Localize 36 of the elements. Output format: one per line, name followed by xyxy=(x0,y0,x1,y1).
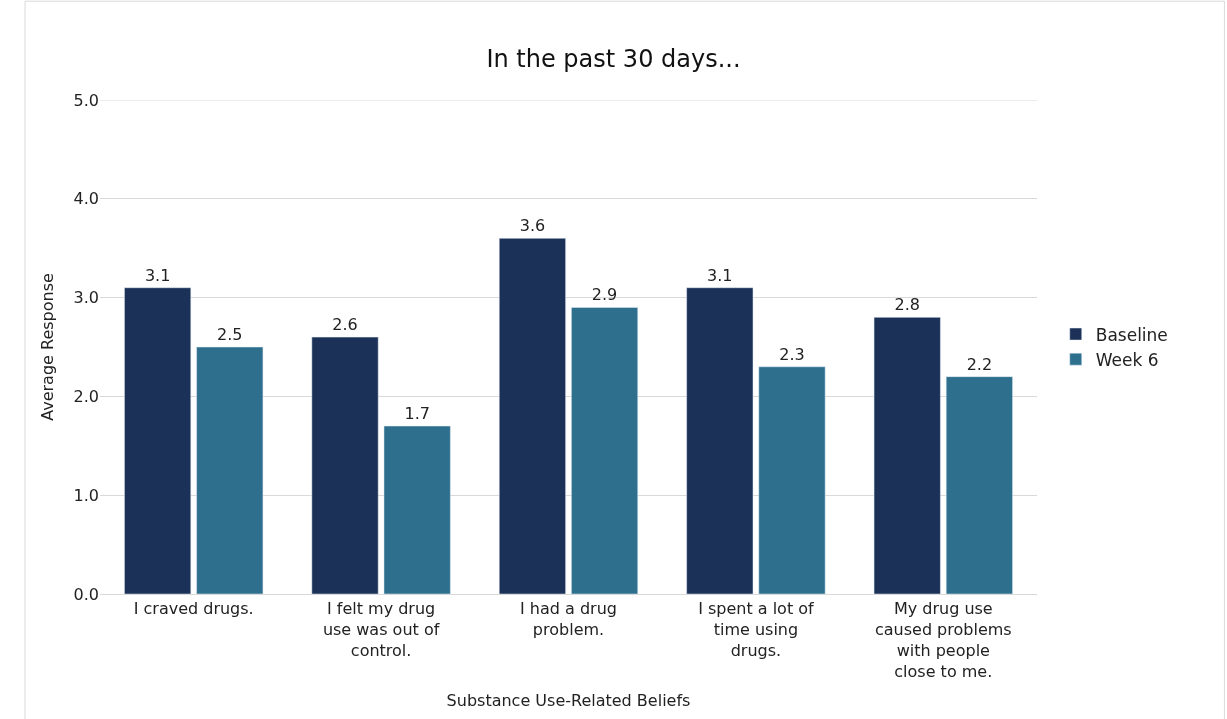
text: 1.0 xyxy=(73,485,99,505)
x-tick-label: I had a drug problem. xyxy=(520,599,617,639)
text: 3.0 xyxy=(73,288,99,308)
x-axis-title: Substance Use-Related Beliefs xyxy=(446,691,691,711)
data-label: 3.6 xyxy=(519,216,546,236)
chart-title: In the past 30 days... xyxy=(486,45,741,74)
x-tick-label: I spent a lot of time using drugs. xyxy=(698,599,815,660)
x-tick-label: I felt my drug use was out of control. xyxy=(322,599,440,660)
bar xyxy=(124,287,192,594)
data-label: 1.7 xyxy=(404,404,430,424)
legend-label: Week 6 xyxy=(1095,349,1159,370)
data-label: 2.3 xyxy=(779,344,805,364)
data-label: 3.1 xyxy=(707,265,733,285)
data-label: 2.2 xyxy=(966,354,993,374)
bar xyxy=(383,425,451,594)
text: 2.0 xyxy=(73,387,99,406)
text: 0.0 xyxy=(73,584,99,604)
bar xyxy=(758,366,826,594)
data-label: 2.9 xyxy=(591,285,618,305)
text: 5.0 xyxy=(73,90,99,110)
text: 4.0 xyxy=(73,189,99,209)
data-label: 2.8 xyxy=(894,295,920,315)
bar xyxy=(945,376,1013,594)
data-label: 2.6 xyxy=(332,315,358,335)
x-tick-label: I craved drugs. xyxy=(133,599,254,619)
data-label: 3.1 xyxy=(144,265,171,285)
bar xyxy=(686,287,754,594)
bar xyxy=(873,317,941,594)
legend-label: Baseline xyxy=(1095,324,1168,345)
bar xyxy=(311,336,379,594)
bar xyxy=(196,346,264,594)
data-label: 2.5 xyxy=(217,325,243,344)
bar xyxy=(571,307,639,594)
y-axis-title: Average Response xyxy=(38,273,58,421)
x-tick-label: My drug use caused problems with people close to me. xyxy=(874,599,1012,681)
bar xyxy=(498,238,566,594)
